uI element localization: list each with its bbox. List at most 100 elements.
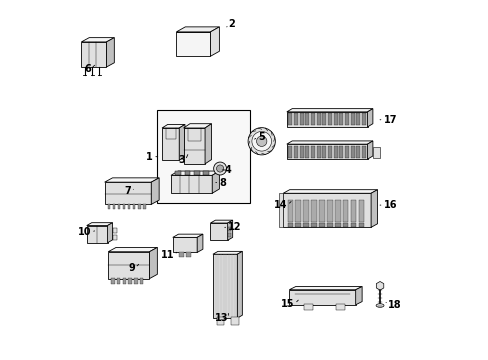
Bar [134,278,137,284]
Bar [176,32,210,56]
Bar [140,278,143,284]
Polygon shape [283,190,377,193]
Bar [127,204,130,209]
Bar [293,145,298,158]
Bar [316,145,320,158]
Bar [111,278,115,284]
Bar [287,201,293,222]
Bar [156,110,249,203]
Bar [303,305,312,310]
Bar [186,252,191,257]
Text: 6: 6 [84,64,91,74]
Circle shape [251,131,271,151]
Bar [171,175,212,193]
Bar [107,204,110,209]
Bar [210,223,227,240]
Text: 12: 12 [228,222,242,232]
Bar [355,113,360,126]
Bar [303,223,308,227]
Bar [112,235,117,240]
Polygon shape [210,27,219,56]
Bar [350,201,356,222]
Bar [310,223,316,227]
Bar [310,145,314,158]
Circle shape [256,136,266,147]
Bar [122,278,126,284]
Polygon shape [106,38,114,67]
Bar [339,113,343,126]
Bar [339,145,343,158]
Bar [122,204,125,209]
Bar [128,278,132,284]
Bar [178,252,183,257]
Bar [355,145,360,158]
Polygon shape [172,234,203,237]
Bar [299,113,303,126]
Polygon shape [197,234,203,252]
Bar [305,145,309,158]
Bar [295,223,301,227]
Bar [303,201,308,222]
Polygon shape [104,178,159,182]
Bar [227,227,231,231]
Polygon shape [367,141,372,159]
Bar [326,223,332,227]
Bar [117,278,120,284]
Bar [81,42,106,67]
Bar [327,145,331,158]
Bar [342,201,348,222]
Bar [342,223,348,227]
Bar [184,171,190,175]
Bar [288,145,292,158]
Polygon shape [151,178,159,204]
Polygon shape [171,171,219,175]
Bar [286,112,367,127]
Bar [295,201,301,222]
Polygon shape [204,124,211,164]
Polygon shape [210,220,232,223]
Bar [194,171,199,175]
Polygon shape [278,193,283,227]
Circle shape [213,162,226,175]
Text: 10: 10 [78,227,91,237]
Polygon shape [176,27,219,32]
Bar [361,145,366,158]
Bar [172,237,197,252]
Bar [326,201,332,222]
Text: 4: 4 [224,165,231,175]
Bar [319,201,324,222]
Bar [361,113,366,126]
Bar [293,113,298,126]
Polygon shape [289,287,362,290]
Ellipse shape [375,304,383,307]
Text: 15: 15 [281,299,294,309]
Bar [335,305,344,310]
Bar [299,145,303,158]
Circle shape [216,165,223,172]
Bar [344,145,348,158]
Bar [203,171,208,175]
Bar [289,290,355,305]
Bar [358,201,364,222]
Polygon shape [212,251,242,254]
Bar [334,223,340,227]
Bar [142,204,145,209]
Bar [216,318,224,324]
Bar [358,223,364,227]
Bar [112,228,117,233]
Polygon shape [81,38,114,42]
Polygon shape [108,247,157,252]
Bar [333,145,337,158]
Bar [310,201,316,222]
Bar [230,318,238,324]
Circle shape [247,128,275,155]
Bar [350,145,354,158]
Bar [183,128,204,164]
Bar [350,223,356,227]
Polygon shape [212,171,219,193]
Polygon shape [286,141,372,144]
Bar [305,113,309,126]
Text: 2: 2 [228,19,235,29]
Text: 3: 3 [178,155,185,165]
Text: 5: 5 [258,132,264,142]
